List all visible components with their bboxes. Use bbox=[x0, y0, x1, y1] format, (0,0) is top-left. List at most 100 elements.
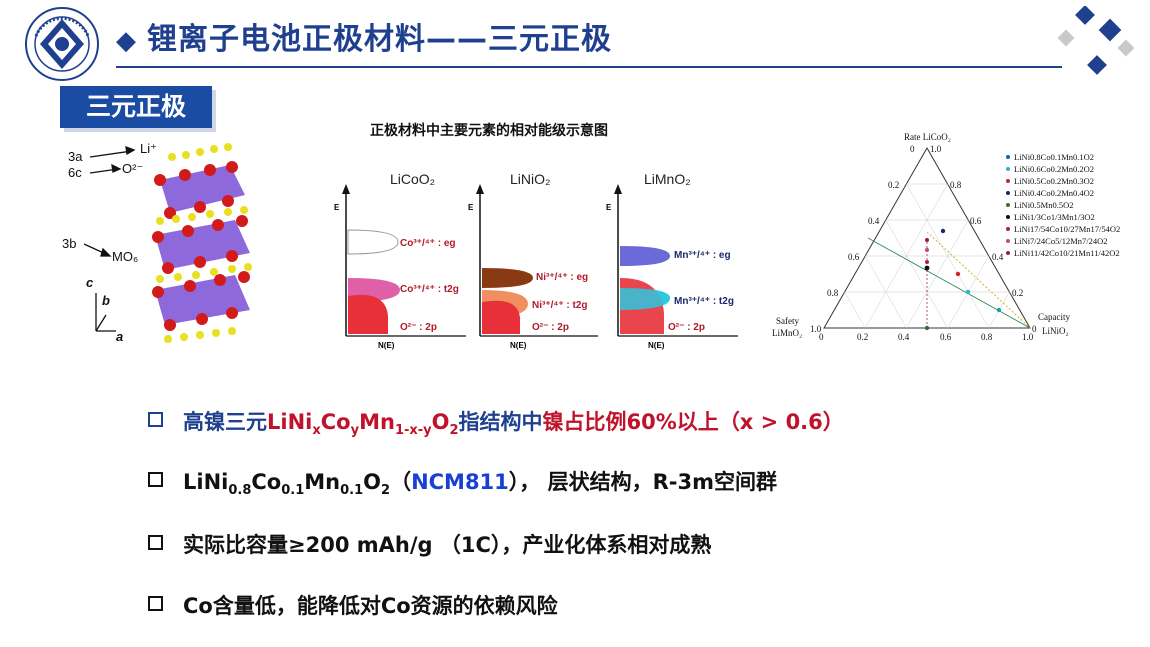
upper-level-label: Ni³⁺/⁴⁺ : eg bbox=[536, 272, 588, 283]
svg-text:0: 0 bbox=[819, 332, 824, 342]
point-17-54 bbox=[925, 260, 929, 264]
point-ncm424 bbox=[940, 228, 946, 234]
composition-points bbox=[924, 228, 1002, 331]
mo6-label: MO₆ bbox=[112, 249, 138, 264]
left-vertex-label-1: Safety bbox=[776, 316, 799, 326]
bullet-cobalt: Co含量低，能降低对Co资源的依赖风险 bbox=[148, 590, 558, 620]
crystal-structure-figure: 3a 6c Li⁺ O²⁻ 3b MO₆ c b a bbox=[62, 141, 252, 344]
site-6c-label: 6c bbox=[68, 165, 82, 180]
legend-item: LiNi11/42Co10/21Mn11/42O2 bbox=[1014, 248, 1120, 258]
university-logo bbox=[25, 7, 99, 81]
axis-ne-label: N(E) bbox=[510, 341, 527, 350]
svg-text:0.2: 0.2 bbox=[1012, 288, 1023, 298]
svg-text:1.0: 1.0 bbox=[810, 324, 822, 334]
lower-level-label: O²⁻ : 2p bbox=[400, 322, 437, 333]
panel-licoo2: LiCoO₂ E N(E) Co³⁺/⁴⁺ : eg Co³⁺/⁴⁺ : t2g… bbox=[334, 171, 466, 350]
lower-level-label: O²⁻ : 2p bbox=[532, 322, 569, 333]
svg-text:0.8: 0.8 bbox=[827, 288, 839, 298]
title-diamond-icon: ◆ bbox=[116, 26, 148, 56]
middle-level-label: Mn³⁺/⁴⁺ : t2g bbox=[674, 296, 734, 307]
bullet-text: 高镍三元 bbox=[183, 410, 267, 434]
legend-item: LiNi0.5Co0.2Mn0.3O2 bbox=[1014, 176, 1094, 186]
bullet-text: Co含量低，能降低对Co资源的依赖风险 bbox=[183, 594, 558, 618]
middle-level-label: Ni³⁺/⁴⁺ : t2g bbox=[532, 300, 588, 311]
lower-level-label: O²⁻ : 2p bbox=[668, 322, 705, 333]
svg-text:0.6: 0.6 bbox=[940, 332, 952, 342]
formula-ncm811: LiNi0.8Co0.1Mn0.1O2 bbox=[183, 470, 391, 499]
panel-title: LiNiO₂ bbox=[510, 171, 550, 187]
point-11-42 bbox=[925, 238, 929, 242]
axis-e-label: E bbox=[606, 203, 612, 212]
bullet-square-icon bbox=[148, 472, 163, 487]
legend-item: LiNi1/3Co1/3Mn1/3O2 bbox=[1014, 212, 1095, 222]
svg-text:0.4: 0.4 bbox=[992, 252, 1004, 262]
ternary-composition-diagram: Rate LiCoO₂ Safety LiMnO₂ Capacity LiNiO… bbox=[772, 132, 1120, 342]
legend-item: LiNi0.4Co0.2Mn0.4O2 bbox=[1014, 188, 1094, 198]
legend: LiNi0.8Co0.1Mn0.1O2 LiNi0.6Co0.2Mn0.2O2 … bbox=[1006, 152, 1120, 258]
bullet-square-icon bbox=[148, 596, 163, 611]
svg-text:0.4: 0.4 bbox=[898, 332, 910, 342]
crystal-lattice bbox=[152, 143, 252, 343]
energy-diagram-title: 正极材料中主要元素的相对能级示意图 bbox=[370, 123, 608, 139]
oxygen-ion-label: O²⁻ bbox=[122, 161, 143, 176]
point-nm55 bbox=[924, 325, 930, 331]
point-ncm622 bbox=[965, 289, 971, 295]
axis-b-label: b bbox=[102, 293, 110, 308]
point-ncm523 bbox=[955, 271, 961, 277]
bullet-capacity: 实际比容量≥200 mAh/g （1C），产业化体系相对成熟 bbox=[148, 529, 711, 559]
point-ncm111 bbox=[924, 265, 930, 271]
svg-text:0.2: 0.2 bbox=[857, 332, 868, 342]
right-tick-labels: 1.0 0.8 0.6 0.4 0.2 0 bbox=[930, 144, 1037, 334]
corner-diamonds-decoration bbox=[1057, 6, 1135, 75]
left-vertex-label-2: LiMnO₂ bbox=[772, 328, 802, 338]
bullet-square-icon bbox=[148, 535, 163, 550]
upper-level-label: Co³⁺/⁴⁺ : eg bbox=[400, 238, 456, 249]
svg-text:0.6: 0.6 bbox=[970, 216, 982, 226]
axis-ne-label: N(E) bbox=[648, 341, 665, 350]
right-vertex-label-1: Capacity bbox=[1038, 312, 1070, 322]
svg-text:1.0: 1.0 bbox=[930, 144, 942, 154]
svg-text:0.6: 0.6 bbox=[848, 252, 860, 262]
axis-c-label: c bbox=[86, 275, 94, 290]
panel-linio2: LiNiO₂ E N(E) Ni³⁺/⁴⁺ : eg Ni³⁺/⁴⁺ : t2g… bbox=[468, 171, 598, 350]
label-arrows bbox=[83, 146, 136, 332]
middle-level-label: Co³⁺/⁴⁺ : t2g bbox=[400, 284, 459, 295]
svg-text:0.8: 0.8 bbox=[950, 180, 962, 190]
nickel-ratio-text: 镍占比例60%以上 bbox=[542, 410, 719, 434]
svg-text:0.4: 0.4 bbox=[868, 216, 880, 226]
axis-a-label: a bbox=[116, 329, 123, 344]
bullet-ncm811: LiNi0.8Co0.1Mn0.1O2（NCM811）， 层状结构，R-3m空间… bbox=[148, 466, 777, 498]
svg-text:0.8: 0.8 bbox=[981, 332, 993, 342]
legend-item: LiNi0.5Mn0.5O2 bbox=[1014, 200, 1074, 210]
site-3b-label: 3b bbox=[62, 236, 76, 251]
title-underline bbox=[116, 66, 1062, 68]
bullet-text: 实际比容量≥200 mAh/g （1C），产业化体系相对成熟 bbox=[183, 533, 712, 557]
energy-level-diagram: LiCoO₂ E N(E) Co³⁺/⁴⁺ : eg Co³⁺/⁴⁺ : t2g… bbox=[334, 171, 738, 350]
site-3a-label: 3a bbox=[68, 149, 83, 164]
axis-e-label: E bbox=[334, 203, 340, 212]
svg-text:1.0: 1.0 bbox=[1022, 332, 1034, 342]
svg-text:0: 0 bbox=[910, 144, 915, 154]
top-vertex-label: Rate LiCoO₂ bbox=[904, 132, 951, 142]
upper-level-label: Mn³⁺/⁴⁺ : eg bbox=[674, 250, 731, 261]
bullet-square-icon bbox=[148, 412, 163, 427]
page-title: ◆ 锂离子电池正极材料——三元正极 bbox=[116, 22, 613, 57]
bullet-text: ）， 层状结构，R-3m空间群 bbox=[508, 470, 777, 494]
legend-item: LiNi7/24Co5/12Mn7/24O2 bbox=[1014, 236, 1108, 246]
bullet-text: （ bbox=[390, 470, 412, 494]
point-ncm811 bbox=[996, 307, 1002, 313]
right-vertex-label-2: LiNiO₂ bbox=[1042, 326, 1069, 336]
panel-title: LiCoO₂ bbox=[390, 171, 435, 187]
panel-title: LiMnO₂ bbox=[644, 171, 691, 187]
li-ion-label: Li⁺ bbox=[140, 141, 157, 156]
section-label: 三元正极 bbox=[60, 86, 212, 128]
point-7-24 bbox=[925, 248, 929, 252]
svg-text:0: 0 bbox=[1032, 324, 1037, 334]
formula-linixcoymn: LiNixCoyMn1-x-yO2 bbox=[267, 410, 459, 439]
axis-e-label: E bbox=[468, 203, 474, 212]
legend-item: LiNi17/54Co10/27Mn17/54O2 bbox=[1014, 224, 1120, 234]
svg-text:0.2: 0.2 bbox=[888, 180, 899, 190]
axis-ne-label: N(E) bbox=[378, 341, 395, 350]
panel-limno2: LiMnO₂ E N(E) Mn³⁺/⁴⁺ : eg Mn³⁺/⁴⁺ : t2g… bbox=[606, 171, 738, 350]
legend-item: LiNi0.8Co0.1Mn0.1O2 bbox=[1014, 152, 1094, 162]
